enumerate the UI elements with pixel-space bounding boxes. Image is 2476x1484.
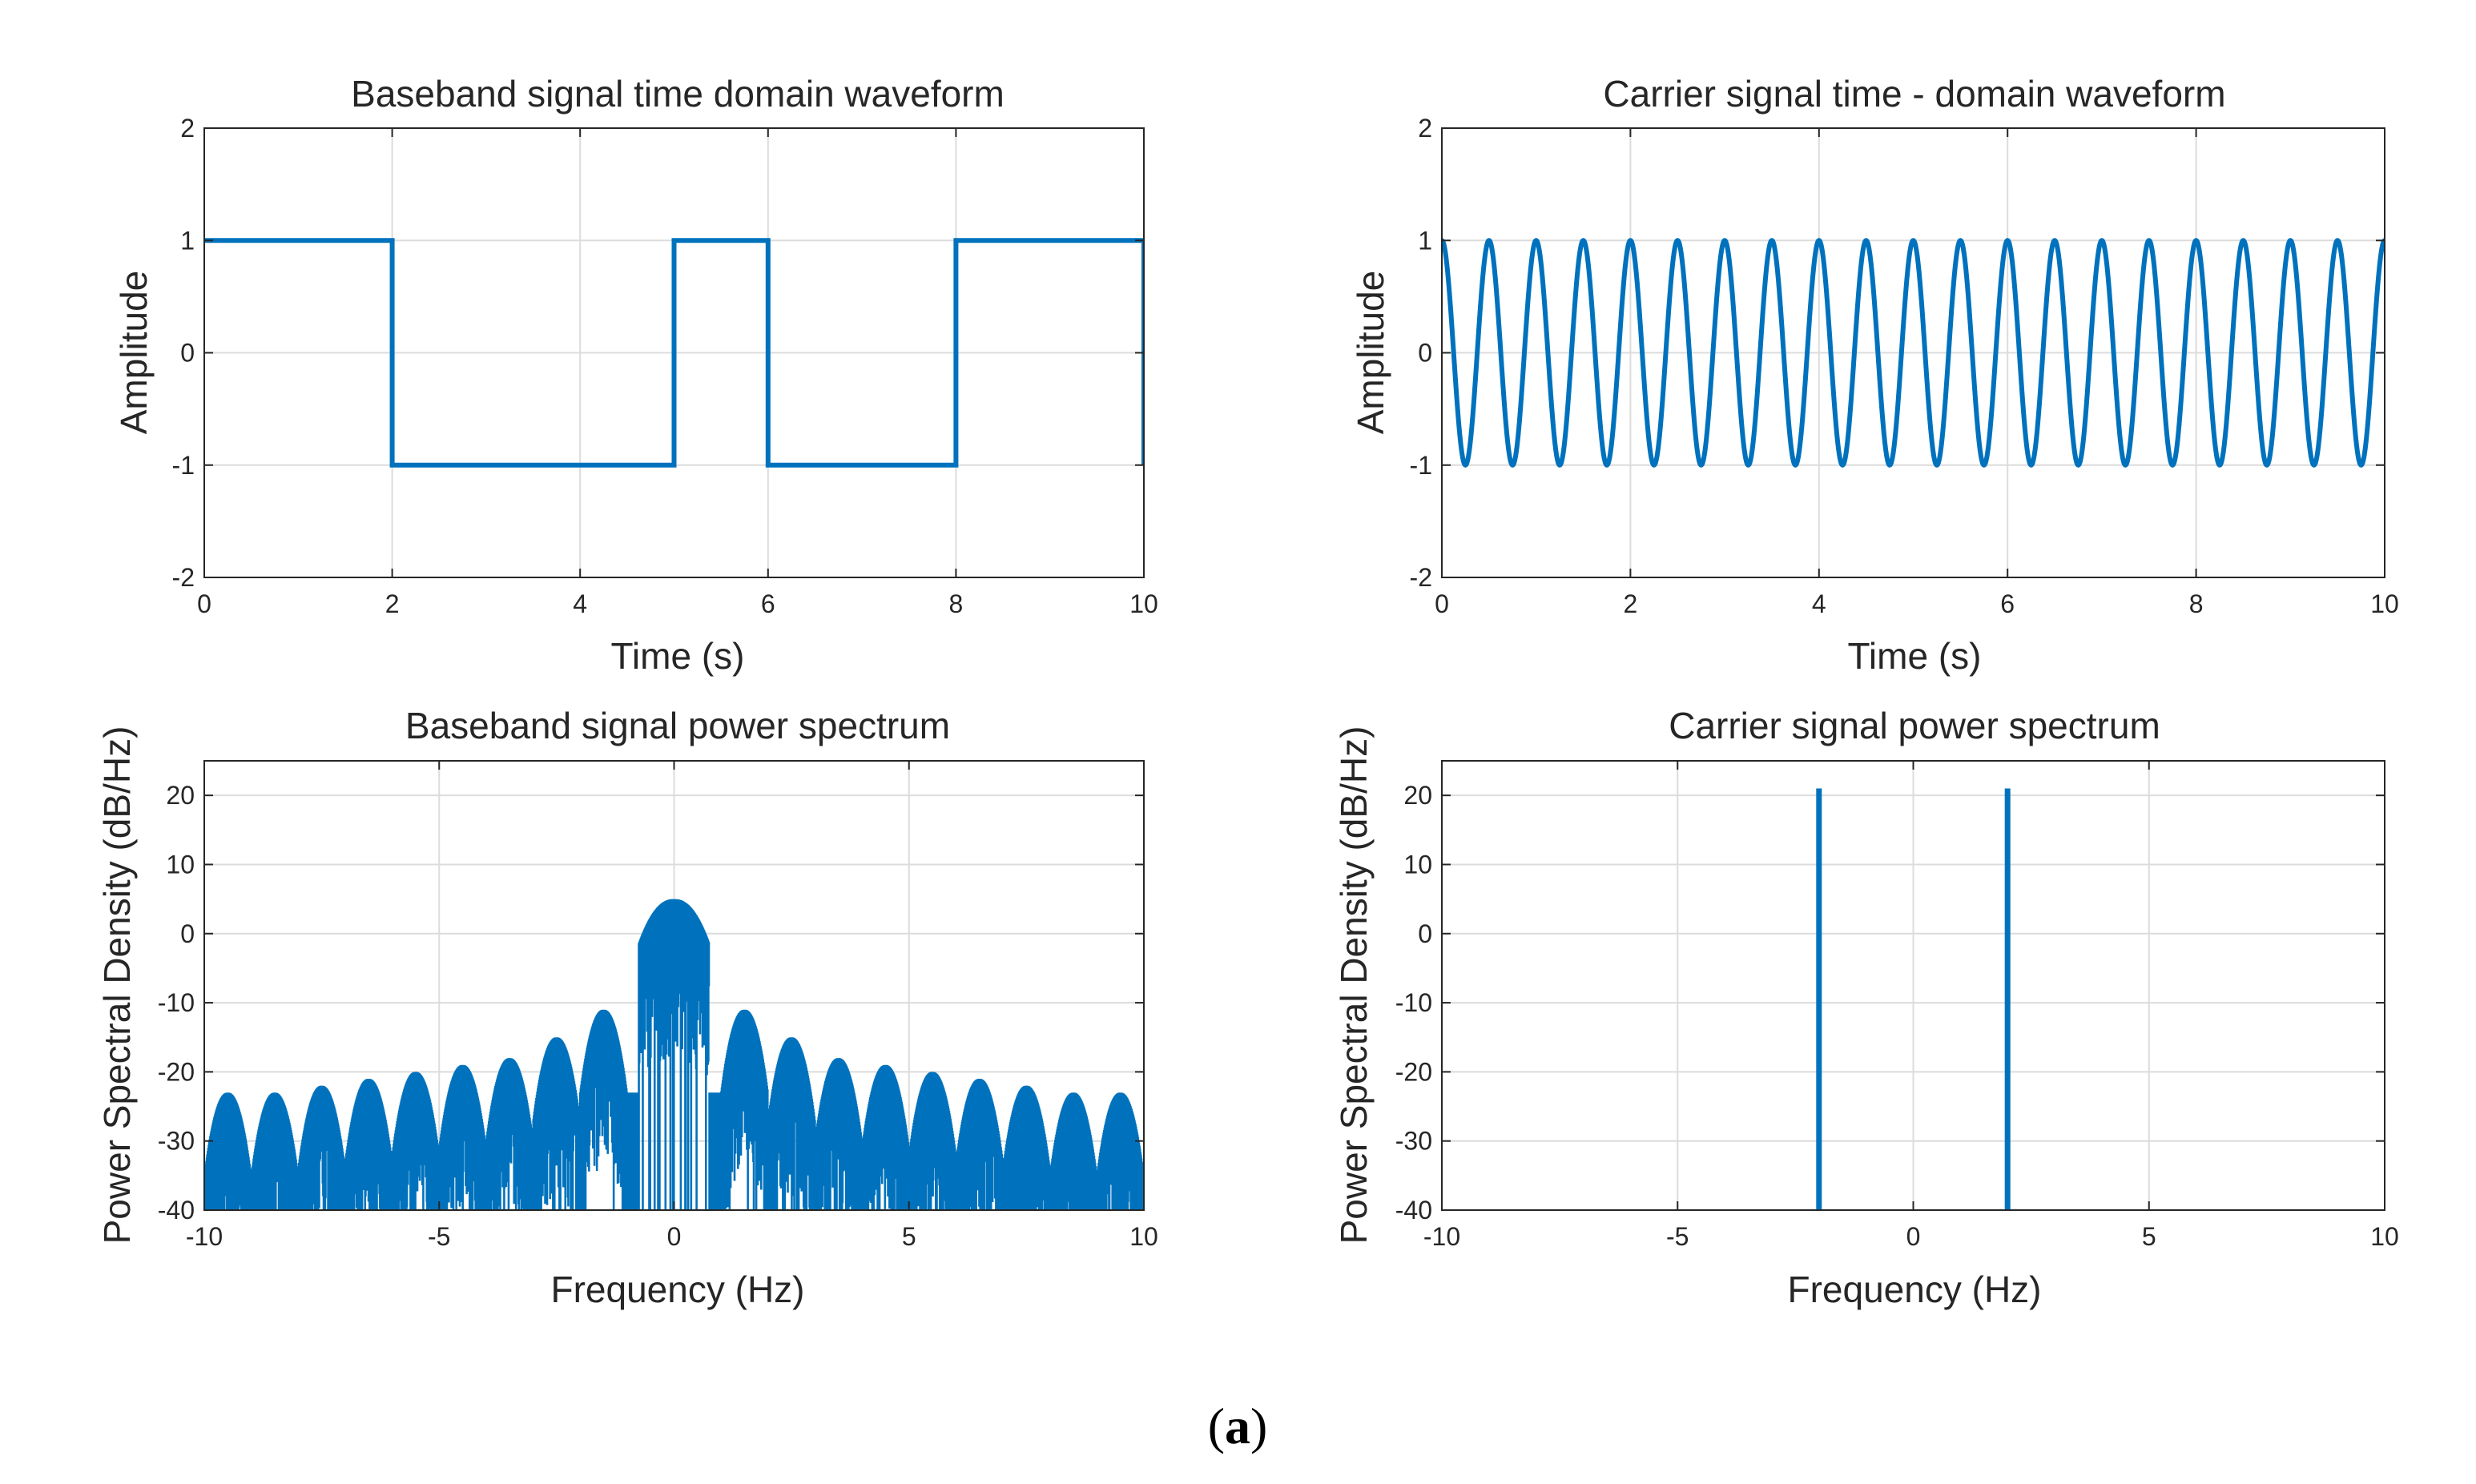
series-group xyxy=(1816,788,2011,1210)
x-tick-label: -10 xyxy=(1423,1222,1460,1251)
series-line xyxy=(204,238,1144,468)
chart-title: Carrier signal power spectrum xyxy=(1669,705,2160,746)
y-tick-label: 1 xyxy=(180,226,195,255)
y-tick-label: -1 xyxy=(172,451,195,480)
y-tick-label: 20 xyxy=(166,781,195,810)
x-tick-label: 10 xyxy=(1129,589,1158,618)
y-axis-label: Power Spectral Density (dB/Hz) xyxy=(96,726,138,1245)
y-axis-label: Amplitude xyxy=(1350,271,1391,435)
y-tick-label: -10 xyxy=(158,988,195,1017)
caption-letter: a xyxy=(1225,1398,1250,1454)
y-tick-label: 2 xyxy=(1418,114,1432,143)
plot-area: 0 2 4 6 8 10 -2 -1 0 1 2 xyxy=(1410,114,2399,618)
chart-title: Baseband signal power spectrum xyxy=(405,705,950,746)
x-axis-label: Frequency (Hz) xyxy=(551,1269,805,1310)
panel-carrier-psd: Carrier signal power spectrum Frequency … xyxy=(1333,705,2399,1310)
y-tick-label: 10 xyxy=(1403,850,1432,879)
y-tick-label: -30 xyxy=(158,1127,195,1156)
x-axis-label: Time (s) xyxy=(1848,635,1982,677)
x-tick-label: 2 xyxy=(1624,589,1638,618)
series-psd xyxy=(204,899,1144,1210)
caption-open-paren: ( xyxy=(1208,1398,1225,1454)
y-axis-label: Power Spectral Density (dB/Hz) xyxy=(1333,726,1375,1245)
series-line xyxy=(1442,238,2385,468)
x-tick-label: 0 xyxy=(1435,589,1449,618)
x-tick-label: 6 xyxy=(761,589,775,618)
x-axis-label: Frequency (Hz) xyxy=(1788,1269,2042,1310)
x-tick-label: 4 xyxy=(1812,589,1826,618)
y-tick-label: -20 xyxy=(1395,1057,1432,1086)
x-tick-label: -5 xyxy=(428,1222,450,1251)
y-tick-label: 20 xyxy=(1403,781,1432,810)
y-tick-label: 2 xyxy=(180,114,195,143)
panel-baseband-time: Baseband signal time domain waveform Tim… xyxy=(113,73,1158,677)
x-axis-label: Time (s) xyxy=(611,635,745,677)
y-tick-label: 0 xyxy=(1418,339,1432,368)
x-tick-label: 8 xyxy=(949,589,964,618)
y-tick-label: 0 xyxy=(180,339,195,368)
x-tick-label: 4 xyxy=(573,589,587,618)
y-axis-label: Amplitude xyxy=(113,271,155,435)
figure-caption: (a) xyxy=(1208,1398,1268,1454)
y-tick-label: -40 xyxy=(158,1196,195,1225)
y-tick-label: -40 xyxy=(1395,1196,1432,1225)
y-tick-label: 1 xyxy=(1418,226,1432,255)
x-tick-label: 2 xyxy=(385,589,400,618)
plot-area: 0 2 4 6 8 10 -2 -1 0 1 2 xyxy=(172,114,1158,618)
y-tick-label: -2 xyxy=(172,563,195,592)
x-tick-label: 10 xyxy=(2370,589,2399,618)
chart-title: Carrier signal time - domain waveform xyxy=(1603,73,2225,115)
x-tick-label: -10 xyxy=(186,1222,223,1251)
panel-baseband-psd: Baseband signal power spectrum Frequency… xyxy=(96,705,1158,1310)
x-tick-label: 0 xyxy=(667,1222,682,1251)
y-tick-label: -10 xyxy=(1395,988,1432,1017)
x-tick-label: 10 xyxy=(1129,1222,1158,1251)
x-tick-label: 10 xyxy=(2370,1222,2399,1251)
y-tick-label: 0 xyxy=(1418,919,1432,948)
y-tick-label: -30 xyxy=(1395,1127,1432,1156)
chart-title: Baseband signal time domain waveform xyxy=(351,73,1004,115)
x-tick-label: 6 xyxy=(2000,589,2015,618)
x-tick-label: 0 xyxy=(1906,1222,1921,1251)
x-tick-label: 5 xyxy=(2142,1222,2156,1251)
y-tick-label: 0 xyxy=(180,919,195,948)
series-group xyxy=(1442,238,2385,468)
x-tick-label: 5 xyxy=(902,1222,916,1251)
x-tick-label: 8 xyxy=(2189,589,2204,618)
y-tick-label: -2 xyxy=(1410,563,1432,592)
x-tick-label: -5 xyxy=(1666,1222,1689,1251)
plot-area: -10 -5 0 5 10 -40 -30 -20 -10 0 10 20 xyxy=(158,760,1158,1251)
x-tick-label: 0 xyxy=(197,589,211,618)
y-tick-label: 10 xyxy=(166,850,195,879)
plot-area: -10 -5 0 5 10 -40 -30 -20 -10 0 10 20 xyxy=(1395,760,2399,1251)
series-group xyxy=(204,238,1144,468)
series-group xyxy=(204,899,1144,1210)
y-tick-label: -20 xyxy=(158,1057,195,1086)
panel-carrier-time: Carrier signal time - domain waveform Ti… xyxy=(1350,73,2399,677)
caption-close-paren: ) xyxy=(1250,1398,1267,1454)
y-tick-label: -1 xyxy=(1410,451,1432,480)
